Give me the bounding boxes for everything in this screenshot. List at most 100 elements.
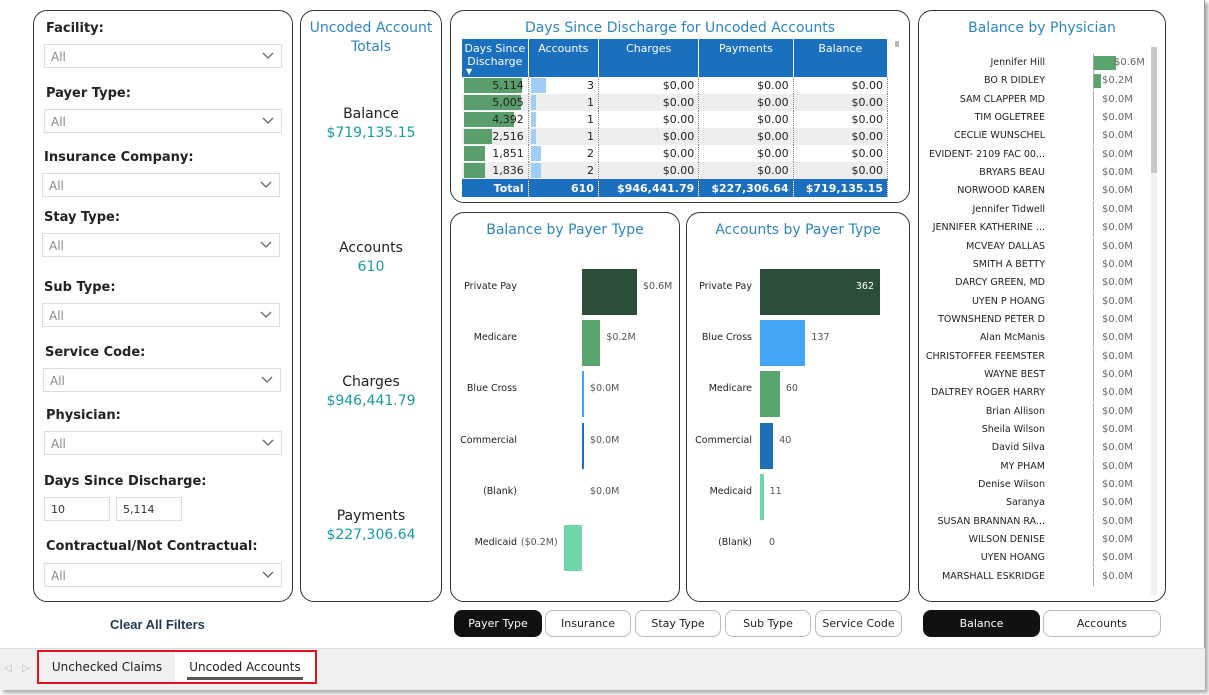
payer-type-dropdown[interactable]: All xyxy=(44,109,282,133)
payer-accounts-row: Medicaid 11 xyxy=(687,470,909,520)
physician-row[interactable]: UYEN HOANG $0.0M xyxy=(919,549,1149,568)
col-days-label: Days Since Discharge xyxy=(464,42,526,68)
physician-balance-value: $0.0M xyxy=(1102,277,1133,289)
slicer-button-sub-type[interactable]: Sub Type xyxy=(725,610,811,637)
payer-accounts-bar[interactable] xyxy=(760,371,780,418)
physician-balance-value: $0.0M xyxy=(1102,479,1133,491)
contractual-dropdown[interactable]: All xyxy=(44,563,282,587)
physician-balance-value: $0.0M xyxy=(1102,442,1133,454)
physician-row[interactable]: CECLIE WUNSCHEL $0.0M xyxy=(919,127,1149,146)
table-row[interactable]: 5,005 1 $0.00 $0.00 $0.00 xyxy=(462,94,889,111)
physician-balance-bar[interactable] xyxy=(1094,74,1102,89)
physician-dropdown[interactable]: All xyxy=(44,431,282,455)
facility-dropdown[interactable]: All xyxy=(44,44,282,68)
slicer-button-service-code[interactable]: Service Code xyxy=(815,610,902,637)
physician-axis-line xyxy=(1093,549,1094,568)
total-balance: $719,135.15 xyxy=(793,179,889,197)
physician-axis-line xyxy=(1093,164,1094,183)
payer-accounts-bar[interactable] xyxy=(760,422,774,469)
tab-prev-icon[interactable]: ◁ xyxy=(4,663,12,674)
physician-row[interactable]: Jennifer Hill $0.6M xyxy=(919,54,1149,72)
balance-by-payer-title: Balance by Payer Type xyxy=(486,222,644,238)
physician-name: JENNIFER KATHERINE ... xyxy=(932,222,1045,234)
physician-row[interactable]: MY PHAM $0.0M xyxy=(919,457,1149,476)
clear-all-filters-button[interactable]: Clear All Filters xyxy=(110,617,205,632)
table-row[interactable]: 5,114 3 $0.00 $0.00 $0.00 xyxy=(462,77,889,94)
table-row[interactable]: 1,851 2 $0.00 $0.00 $0.00 xyxy=(462,145,889,162)
physician-row[interactable]: UYEN P HOANG $0.0M xyxy=(919,292,1149,311)
physician-row[interactable]: WAYNE BEST $0.0M xyxy=(919,365,1149,384)
physician-row[interactable]: Alan McManis $0.0M xyxy=(919,329,1149,348)
table-row[interactable]: 4,392 1 $0.00 $0.00 $0.00 xyxy=(462,111,889,128)
physician-row[interactable]: David Silva $0.0M xyxy=(919,439,1149,458)
tab-uncoded-accounts[interactable]: Uncoded Accounts xyxy=(175,651,315,683)
physician-row[interactable]: Denise Wilson $0.0M xyxy=(919,476,1149,495)
measure-button-balance[interactable]: Balance xyxy=(923,610,1040,637)
slicer-button-insurance[interactable]: Insurance xyxy=(545,610,631,637)
table-row[interactable]: 2,516 1 $0.00 $0.00 $0.00 xyxy=(462,128,889,145)
payer-accounts-bar[interactable] xyxy=(760,320,806,367)
physician-scrollbar[interactable] xyxy=(1151,47,1157,595)
physician-row[interactable]: MCVEAY DALLAS $0.0M xyxy=(919,237,1149,256)
payer-balance-bar[interactable] xyxy=(582,422,584,469)
physician-row[interactable]: WILSON DENISE $0.0M xyxy=(919,531,1149,550)
physician-row[interactable]: DARCY GREEN, MD $0.0M xyxy=(919,274,1149,293)
payer-accounts-bar[interactable] xyxy=(760,269,880,315)
physician-value: All xyxy=(51,437,66,451)
physician-row[interactable]: TIM OGLETREE $0.0M xyxy=(919,109,1149,128)
physician-row[interactable]: TOWNSHEND PETER D $0.0M xyxy=(919,310,1149,329)
physician-row[interactable]: SAM CLAPPER MD $0.0M xyxy=(919,90,1149,109)
payer-balance-bar[interactable] xyxy=(563,525,582,571)
days-max-input[interactable]: 5,114 xyxy=(116,497,182,521)
physician-row[interactable]: Sheila Wilson $0.0M xyxy=(919,421,1149,439)
balance-by-physician-title: Balance by Physician xyxy=(968,20,1116,36)
col-balance-header[interactable]: Balance xyxy=(793,39,889,77)
physician-name: Alan McManis xyxy=(979,332,1045,344)
col-days-header[interactable]: Days Since Discharge ▼ xyxy=(462,39,529,77)
tab-unchecked-claims[interactable]: Unchecked Claims xyxy=(51,660,163,674)
payer-category-label: Private Pay xyxy=(699,281,752,292)
stay-type-dropdown[interactable]: All xyxy=(42,233,280,257)
physician-axis-line xyxy=(1093,402,1094,421)
accounts-value: 1 xyxy=(586,130,594,143)
payer-accounts-bar[interactable] xyxy=(760,473,764,520)
total-accounts: 610 xyxy=(528,179,599,197)
insurance-company-dropdown[interactable]: All xyxy=(42,173,280,197)
physician-balance-value: $0.0M xyxy=(1102,497,1133,509)
slicer-button-payer-type[interactable]: Payer Type xyxy=(454,610,542,637)
col-payments-header[interactable]: Payments xyxy=(698,39,794,77)
physician-row[interactable]: NORWOOD KAREN $0.0M xyxy=(919,182,1149,201)
payer-balance-bar[interactable] xyxy=(582,371,584,418)
physician-row[interactable]: CHRISTOFFER FEEMSTER $0.0M xyxy=(919,347,1149,366)
physician-row[interactable]: Saranya $0.0M xyxy=(919,494,1149,513)
physician-scroll-thumb[interactable] xyxy=(1151,47,1157,173)
tab-next-icon[interactable]: ▷ xyxy=(22,663,30,674)
physician-name: BRYARS BEAU xyxy=(979,167,1045,179)
physician-row[interactable]: EVIDENT- 2109 FAC 00... $0.0M xyxy=(919,145,1149,164)
physician-row[interactable]: SUSAN BRANNAN RA... $0.0M xyxy=(919,512,1149,531)
payer-balance-bar[interactable] xyxy=(582,320,601,367)
sub-type-dropdown[interactable]: All xyxy=(42,303,280,327)
measure-button-accounts[interactable]: Accounts xyxy=(1043,610,1161,637)
col-charges-header[interactable]: Charges xyxy=(598,39,700,77)
days-min-input[interactable]: 10 xyxy=(44,497,110,521)
physician-row[interactable]: SMITH A BETTY $0.0M xyxy=(919,255,1149,274)
table-scroll-indicator[interactable] xyxy=(895,41,899,47)
slicer-button-stay-type[interactable]: Stay Type xyxy=(635,610,721,637)
physician-row[interactable]: MARSHALL ESKRIDGE $0.0M xyxy=(919,567,1149,586)
physician-row[interactable]: BRYARS BEAU $0.0M xyxy=(919,164,1149,183)
physician-axis-line xyxy=(1093,329,1094,348)
physician-balance-bar[interactable] xyxy=(1094,56,1116,70)
physician-row[interactable]: Jennifer Tidwell $0.0M xyxy=(919,200,1149,219)
accounts-value: 2 xyxy=(586,147,594,160)
physician-row[interactable]: DALTREY ROGER HARRY $0.0M xyxy=(919,384,1149,403)
physician-row[interactable]: JENNIFER KATHERINE ... $0.0M xyxy=(919,219,1149,238)
physician-row[interactable]: BO R DIDLEY $0.2M xyxy=(919,72,1149,91)
table-row[interactable]: 1,836 2 $0.00 $0.00 $0.00 xyxy=(462,162,889,179)
service-code-dropdown[interactable]: All xyxy=(43,368,281,392)
physician-row[interactable]: Brian Allison $0.0M xyxy=(919,402,1149,421)
physician-balance-value: $0.0M xyxy=(1102,332,1133,344)
payer-balance-bar[interactable] xyxy=(582,269,637,315)
physician-balance-value: $0.0M xyxy=(1102,515,1133,527)
col-accounts-header[interactable]: Accounts xyxy=(528,39,599,77)
